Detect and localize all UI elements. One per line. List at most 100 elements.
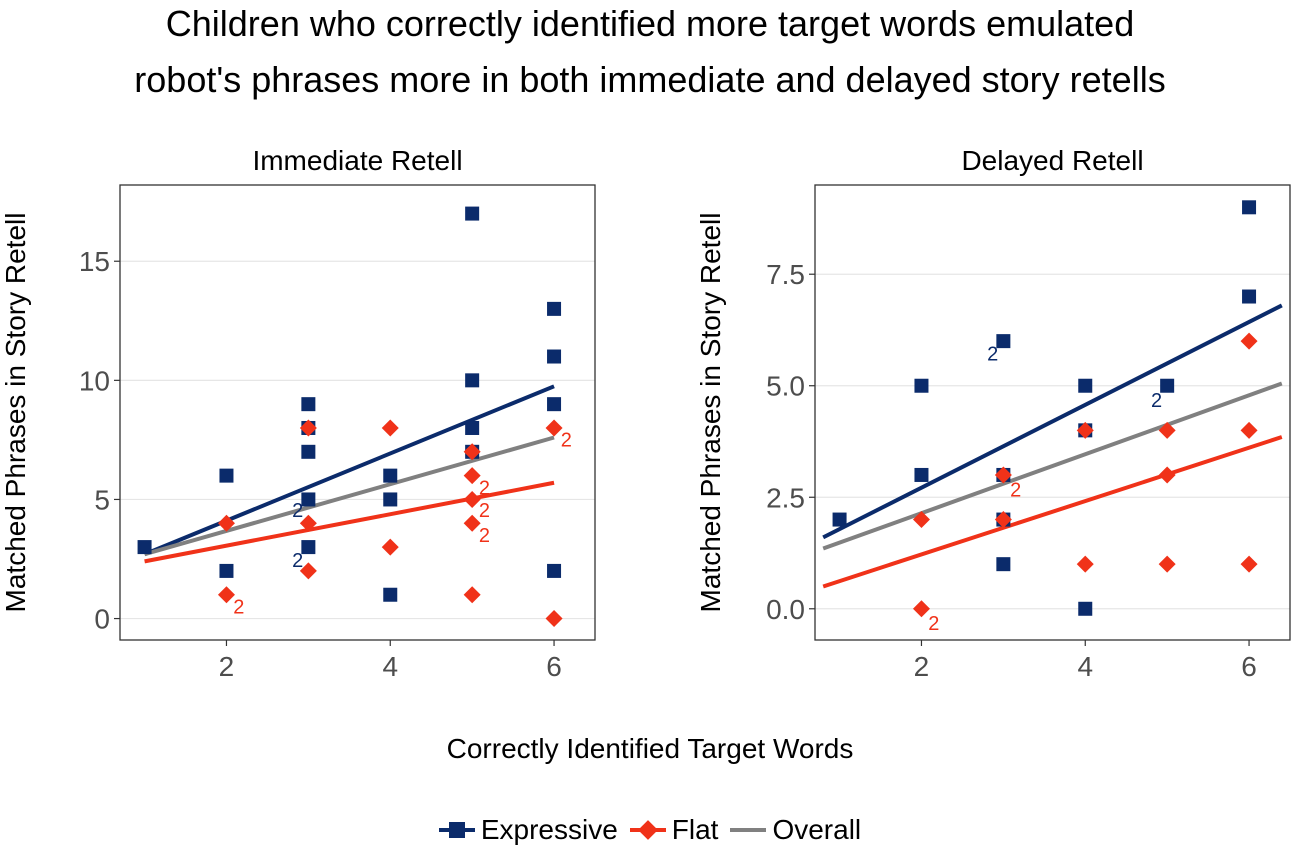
panel-1-count-annotation: 2 (479, 477, 490, 499)
panel-1-point-flat (463, 443, 481, 461)
x-axis-label: Correctly Identified Target Words (446, 733, 854, 764)
chart-title-line-1: Children who correctly identified more t… (165, 3, 1135, 44)
panel-2-point-flat (994, 511, 1012, 529)
panel-2-point-flat (1158, 421, 1176, 439)
panel-2-x-tick-label: 2 (914, 651, 930, 682)
panel-2-count-annotation: 2 (987, 343, 998, 365)
panel-1-point-expressive (137, 540, 152, 555)
panel-2-point-expressive (996, 557, 1011, 572)
panel-2-y-tick-label: 5.0 (766, 371, 805, 402)
panel-1-point-expressive (301, 397, 316, 412)
panel-1-point-flat (381, 419, 399, 437)
panel-1-y-axis-label: Matched Phrases in Story Retell (0, 213, 31, 613)
panel-2-point-flat (1240, 332, 1258, 350)
panel-2-count-annotation: 2 (1010, 479, 1021, 501)
panel-1-point-flat (217, 514, 235, 532)
panel-2-x-tick-label: 4 (1077, 651, 1093, 682)
panel-2-point-flat (1158, 555, 1176, 573)
panel-2-point-expressive (914, 378, 929, 393)
panel-1-x-tick-label: 6 (546, 651, 562, 682)
panel-2-point-expressive (1242, 289, 1257, 304)
overall-legend-key (730, 815, 767, 845)
panel-1-fit-line-expressive (143, 384, 555, 557)
panel-2-point-flat (1076, 421, 1094, 439)
legend-item-expressive: Expressive (438, 814, 618, 846)
panel-2-y-axis-label: Matched Phrases in Story Retell (695, 213, 726, 613)
panel-1-point-flat (217, 586, 235, 604)
panel-1-y-tick-label: 0 (94, 604, 110, 635)
panel-2-point-expressive (832, 512, 847, 527)
legend-item-overall: Overall (730, 814, 861, 846)
panel-1-point-expressive (301, 444, 316, 459)
panel-2-count-annotation: 2 (1151, 390, 1162, 412)
legend-label-expressive: Expressive (480, 814, 618, 845)
panel-1-x-tick-label: 2 (219, 651, 235, 682)
panel-2-point-flat (912, 600, 930, 618)
panel-1-point-flat (299, 419, 317, 437)
panel-2-point-flat (1240, 421, 1258, 439)
panel-2-y-tick-label: 2.5 (766, 482, 805, 513)
panel-1-point-flat (299, 562, 317, 580)
panel-1-plot-border (119, 184, 596, 641)
legend-label-overall: Overall (772, 814, 862, 845)
panel-1-point-expressive (547, 397, 562, 412)
panel-2-fit-line-flat (822, 435, 1283, 589)
panel-2-y-tick-label: 7.5 (766, 259, 805, 290)
panel-1-count-annotation: 2 (233, 596, 244, 618)
panel-1-point-expressive (301, 492, 316, 507)
panel-1-y-tick-label: 10 (79, 365, 110, 396)
panel-1-point-expressive (219, 563, 234, 578)
panel-2-point-expressive (1078, 601, 1093, 616)
panel-1-x-tick-label: 4 (382, 651, 398, 682)
panel-2-title: Delayed Retell (961, 145, 1143, 176)
panel-1-point-expressive (383, 492, 398, 507)
panel-1-count-annotation: 2 (479, 500, 490, 522)
panel-1-point-flat (463, 586, 481, 604)
panel-1-point-expressive (465, 373, 480, 388)
panel-1-point-flat (545, 419, 563, 437)
panel-1-point-expressive (383, 587, 398, 602)
panel-1-point-flat (545, 610, 563, 628)
panel-2-point-expressive (1242, 200, 1257, 215)
expressive-legend-key (438, 815, 475, 845)
panel-1-point-expressive (465, 420, 480, 435)
legend: Expressive Flat Overall (0, 814, 1300, 846)
panel-1-point-expressive (547, 349, 562, 364)
panel-1-point-flat (381, 538, 399, 556)
legend-label-flat: Flat (671, 814, 719, 845)
panel-2-point-flat (994, 466, 1012, 484)
panel-1-point-expressive (465, 206, 480, 221)
panel-1-point-flat (463, 514, 481, 532)
panel-1-point-flat (299, 514, 317, 532)
panel-2-point-expressive (1078, 378, 1093, 393)
panel-2-point-flat (1158, 466, 1176, 484)
legend-item-flat: Flat (629, 814, 719, 846)
panel-2-x-tick-label: 6 (1241, 651, 1257, 682)
panel-1-point-expressive (547, 563, 562, 578)
panel-1-y-tick-label: 15 (79, 246, 110, 277)
panel-1-point-flat (463, 490, 481, 508)
panel-2-plot-border (814, 184, 1291, 641)
panel-1-count-annotation: 2 (292, 550, 303, 572)
panel-1-point-expressive (383, 468, 398, 483)
panel-2-fit-line-overall (822, 381, 1283, 551)
panel-2-y-tick-label: 0.0 (766, 594, 805, 625)
panel-2-point-flat (912, 511, 930, 529)
panel-1-fit-line-flat (144, 480, 555, 564)
panel-1-count-annotation: 2 (561, 430, 572, 452)
panel-2-count-annotation: 2 (928, 613, 939, 635)
panel-1-title: Immediate Retell (252, 145, 462, 176)
panel-1-count-annotation: 2 (292, 500, 303, 522)
panel-2-fit-line-expressive (822, 303, 1283, 540)
panel-2-point-expressive (1160, 378, 1175, 393)
panel-1-point-expressive (547, 301, 562, 316)
panel-1-fit-line-overall (144, 435, 555, 557)
panel-1-point-expressive (301, 540, 316, 555)
chart-title-line-2: robot's phrases more in both immediate a… (134, 59, 1166, 100)
flat-legend-key (629, 815, 666, 845)
panel-2-point-expressive (914, 467, 929, 482)
panel-2-point-flat (1240, 555, 1258, 573)
panel-1-count-annotation: 2 (479, 525, 490, 547)
panel-1-point-flat (463, 467, 481, 485)
